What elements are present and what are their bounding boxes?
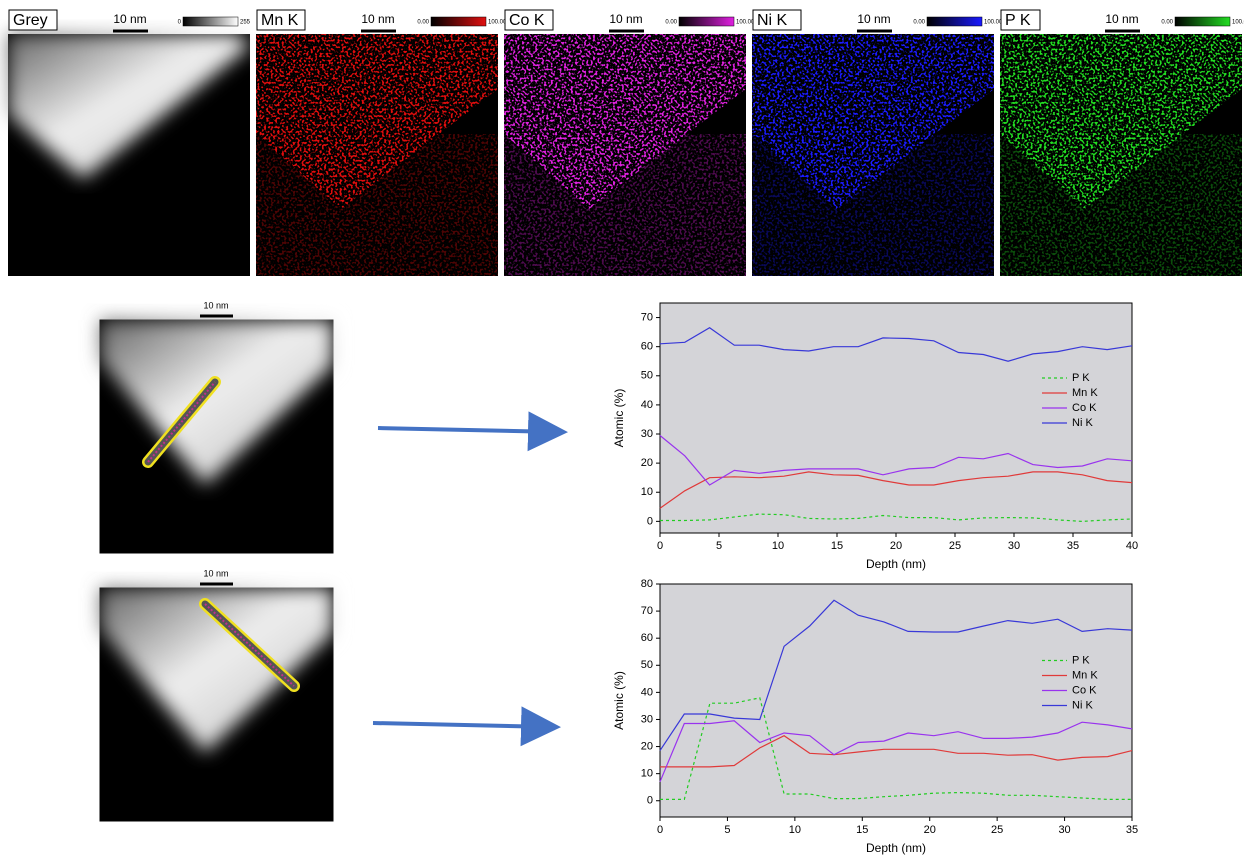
- map-label: Ni K: [757, 12, 788, 29]
- x-tick-label: 0: [657, 540, 663, 552]
- x-tick-label: 5: [716, 540, 722, 552]
- x-tick-label: 15: [831, 540, 843, 552]
- colorbar-min: 0.00: [665, 20, 677, 26]
- y-tick-label: 70: [641, 605, 653, 617]
- y-axis-label: Atomic (%): [612, 671, 626, 730]
- colorbar: [430, 16, 487, 27]
- colorbar-min: 0.00: [1161, 20, 1173, 26]
- y-tick-label: 40: [641, 686, 653, 698]
- arrows: [372, 411, 568, 747]
- y-tick-label: 50: [641, 659, 653, 671]
- y-tick-label: 10: [641, 486, 653, 498]
- element-sparse: [256, 134, 498, 276]
- y-axis-label: Atomic (%): [612, 389, 626, 448]
- series-line: [659, 599, 1133, 751]
- colorbar-min: 0: [178, 20, 182, 26]
- colorbar-min: 0.00: [913, 20, 925, 26]
- y-tick-label: 80: [641, 578, 653, 590]
- map-label: P K: [1005, 12, 1031, 29]
- series-line: [659, 720, 1133, 783]
- map-label: Grey: [13, 12, 48, 29]
- x-tick-label: 35: [1067, 540, 1079, 552]
- y-tick-label: 50: [641, 370, 653, 382]
- x-axis-label: Depth (nm): [866, 557, 926, 571]
- x-tick-label: 25: [991, 824, 1003, 836]
- x-tick-label: 35: [1126, 824, 1138, 836]
- map-label-box: [1000, 9, 1041, 31]
- x-tick-label: 30: [1008, 540, 1020, 552]
- series-line: [659, 435, 1133, 486]
- x-tick-label: 25: [949, 540, 961, 552]
- scale-label: 10 nm: [1105, 12, 1138, 26]
- legend-label: Mn K: [1072, 387, 1098, 399]
- colorbar-min: 0.00: [417, 20, 429, 26]
- scale-label: 10 nm: [857, 12, 890, 26]
- legend-label: Co K: [1072, 684, 1097, 696]
- map-label-box: [752, 9, 802, 31]
- scan-path: [204, 603, 295, 687]
- scan-bright: [100, 320, 333, 485]
- colorbar: [926, 16, 983, 27]
- series-line: [659, 471, 1133, 509]
- map-label-box: [504, 9, 554, 31]
- x-axis-label: Depth (nm): [866, 841, 926, 855]
- colorbar-max: 100.00: [736, 20, 755, 26]
- map-label-box: [8, 9, 58, 31]
- x-tick-label: 10: [772, 540, 784, 552]
- map-label-box: [256, 9, 306, 31]
- scan-path: [147, 381, 216, 463]
- y-tick-label: 60: [641, 632, 653, 644]
- y-tick-label: 0: [647, 795, 653, 807]
- y-tick-label: 40: [641, 399, 653, 411]
- map-label: Mn K: [261, 12, 299, 29]
- series-line: [660, 697, 1132, 800]
- map-label: Co K: [509, 12, 545, 29]
- y-tick-label: 30: [641, 428, 653, 440]
- colorbar-max: 100.00: [488, 20, 507, 26]
- scale-label: 10 nm: [203, 300, 228, 310]
- scale-label: 10 nm: [113, 12, 146, 26]
- y-tick-label: 30: [641, 713, 653, 725]
- x-tick-label: 0: [657, 824, 663, 836]
- series-line: [660, 735, 1133, 768]
- grey-region: [8, 34, 250, 179]
- x-tick-label: 40: [1126, 540, 1138, 552]
- colorbar: [1174, 16, 1231, 27]
- y-tick-label: 60: [641, 341, 653, 353]
- plot-area: [659, 302, 1133, 534]
- plot-area: [659, 583, 1133, 818]
- legend-label: P K: [1072, 372, 1090, 384]
- x-tick-label: 20: [890, 540, 902, 552]
- series-line: [660, 513, 1133, 523]
- element-sparse: [752, 134, 994, 276]
- legend-label: Co K: [1072, 402, 1097, 414]
- x-tick-label: 15: [856, 824, 868, 836]
- colorbar: [678, 16, 735, 27]
- colorbar: [182, 16, 239, 27]
- scale-label: 10 nm: [609, 12, 642, 26]
- series-line: [659, 326, 1133, 362]
- scan-bright: [100, 588, 333, 753]
- y-tick-label: 20: [641, 740, 653, 752]
- legend-label: Mn K: [1072, 669, 1098, 681]
- scale-label: 10 nm: [361, 12, 394, 26]
- colorbar-max: 255: [240, 20, 251, 26]
- scale-label: 10 nm: [203, 568, 228, 578]
- x-tick-label: 5: [724, 824, 730, 836]
- element-sparse: [504, 134, 746, 276]
- y-tick-label: 10: [641, 768, 653, 780]
- legend-label: Ni K: [1072, 417, 1093, 429]
- legend-label: Ni K: [1072, 699, 1093, 711]
- colorbar-max: 100.00: [984, 20, 1003, 26]
- x-tick-label: 20: [924, 824, 936, 836]
- x-tick-label: 10: [789, 824, 801, 836]
- y-tick-label: 20: [641, 457, 653, 469]
- element-sparse: [1000, 134, 1242, 276]
- legend-label: P K: [1072, 654, 1090, 666]
- y-tick-label: 0: [647, 515, 653, 527]
- x-tick-label: 30: [1058, 824, 1070, 836]
- y-tick-label: 70: [641, 311, 653, 323]
- colorbar-max: 100.00: [1232, 20, 1244, 26]
